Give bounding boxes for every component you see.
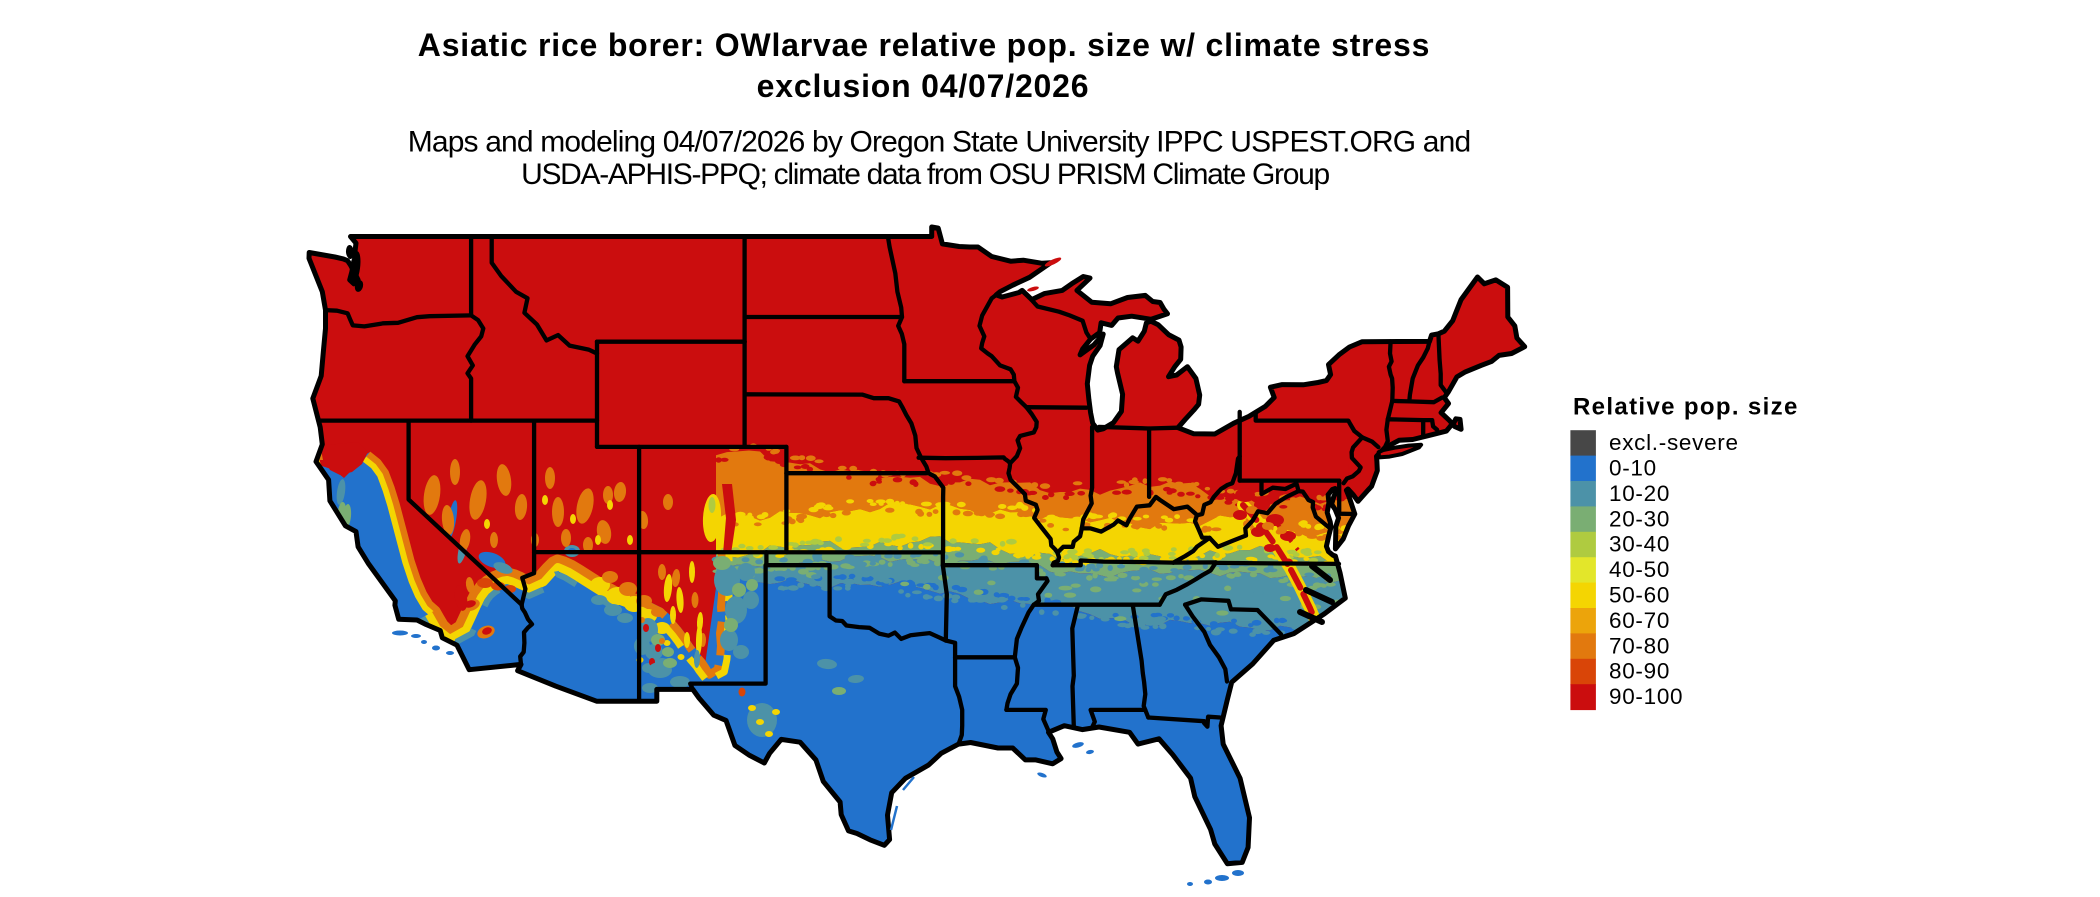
svg-text:exclusion 04/07/2026: exclusion 04/07/2026 <box>757 68 1090 104</box>
svg-text:50-60: 50-60 <box>1609 583 1670 608</box>
svg-text:20-30: 20-30 <box>1609 506 1670 531</box>
svg-text:USDA-APHIS-PPQ; climate data f: USDA-APHIS-PPQ; climate data from OSU PR… <box>521 158 1329 191</box>
svg-text:excl.-severe: excl.-severe <box>1609 430 1739 455</box>
svg-text:10-20: 10-20 <box>1609 481 1670 506</box>
svg-text:90-100: 90-100 <box>1609 684 1683 709</box>
svg-text:70-80: 70-80 <box>1609 633 1670 658</box>
svg-text:Relative pop. size: Relative pop. size <box>1573 394 1799 421</box>
svg-text:30-40: 30-40 <box>1609 532 1670 557</box>
svg-text:Asiatic rice borer: OWlarvae r: Asiatic rice borer: OWlarvae relative po… <box>418 27 1430 63</box>
svg-text:40-50: 40-50 <box>1609 557 1670 582</box>
svg-text:Maps and modeling 04/07/2026 b: Maps and modeling 04/07/2026 by Oregon S… <box>408 126 1471 159</box>
svg-text:80-90: 80-90 <box>1609 659 1670 684</box>
svg-text:60-70: 60-70 <box>1609 608 1670 633</box>
svg-text:0-10: 0-10 <box>1609 456 1657 481</box>
